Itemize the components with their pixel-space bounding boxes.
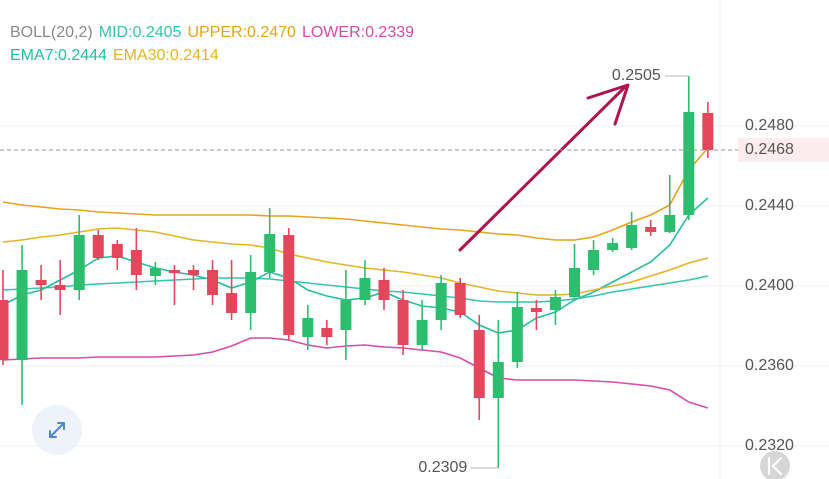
candle-body	[702, 113, 714, 150]
trend-arrow	[458, 83, 630, 252]
y-tick-label: 0.2320	[745, 437, 794, 454]
candle-body	[111, 244, 123, 258]
candle-body	[35, 280, 47, 285]
candle-body	[664, 215, 676, 232]
y-tick-label: 0.2400	[745, 277, 794, 294]
last-price-box	[738, 138, 829, 162]
last-price-label: 0.2468	[745, 141, 794, 158]
candle-body	[511, 307, 523, 362]
candle-body	[340, 300, 352, 330]
candle-body	[626, 225, 638, 248]
legend-row-1: BOLL(20,2) MID:0.2405 UPPER:0.2470 LOWER:0.…	[10, 24, 414, 41]
candle-body	[645, 227, 657, 232]
candle-body	[321, 328, 333, 337]
candle-body	[588, 250, 600, 270]
candle-body	[492, 362, 504, 398]
candle-body	[149, 268, 161, 276]
legend-entry: EMA7:0.2444	[10, 47, 107, 64]
candle-body	[207, 270, 219, 295]
candle-body	[92, 235, 104, 258]
candle-body	[16, 270, 28, 360]
candle-body	[473, 330, 485, 398]
legend-entry: EMA30:0.2414	[113, 47, 219, 64]
candle-body	[302, 318, 314, 337]
candle-body	[607, 243, 619, 250]
candle-body	[683, 112, 695, 215]
indicator-line	[2, 337, 709, 409]
candle-body	[226, 293, 238, 313]
candle-body	[168, 270, 180, 273]
y-tick-label: 0.2440	[745, 197, 794, 214]
y-tick-label: 0.2360	[745, 357, 794, 374]
scroll-latest-icon[interactable]	[767, 456, 783, 476]
candle-body	[283, 235, 295, 335]
candle-body	[54, 285, 66, 290]
legend-entry: MID:0.2405	[99, 24, 182, 41]
candle-body	[416, 320, 428, 345]
candle-body	[397, 300, 409, 345]
candle-body	[435, 283, 447, 320]
candle-body	[378, 280, 390, 300]
scroll-latest-button[interactable]	[760, 451, 790, 479]
candle-body	[454, 283, 466, 315]
candle-body	[0, 300, 9, 360]
low-marker-label: 0.2309	[418, 459, 467, 476]
candles	[0, 76, 714, 468]
candle-body	[130, 250, 142, 275]
candle-body	[549, 297, 561, 310]
indicator-line	[2, 227, 709, 296]
indicator-lines	[2, 147, 709, 409]
candle-body	[530, 308, 542, 312]
y-tick-label: 0.2480	[745, 117, 794, 134]
candle-body	[359, 278, 371, 300]
arrow-head	[586, 83, 630, 126]
high-marker-label: 0.2505	[612, 67, 661, 84]
legend-row-2: EMA7:0.2444 EMA30:0.2414	[10, 47, 219, 64]
candle-body	[264, 234, 276, 272]
legend-entry: UPPER:0.2470	[187, 24, 296, 41]
candle-body	[569, 268, 580, 297]
overlay: 0.2480 0.2440 0.2400 0.2360 0.2320 0.2468 0.25…	[0, 67, 829, 476]
expand-button[interactable]	[32, 405, 82, 455]
candle-body	[73, 235, 85, 290]
candle-body	[245, 272, 257, 313]
legend-entry: LOWER:0.2339	[302, 24, 414, 41]
expand-icon[interactable]	[49, 422, 65, 438]
indicator-line	[2, 275, 709, 303]
indicator-line	[2, 147, 709, 241]
indicator-label: BOLL(20,2)	[10, 24, 93, 41]
candle-body	[188, 270, 199, 275]
arrow-shaft	[458, 84, 628, 252]
